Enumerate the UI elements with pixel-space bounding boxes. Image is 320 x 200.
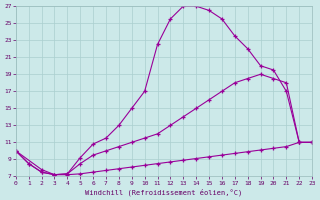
- X-axis label: Windchill (Refroidissement éolien,°C): Windchill (Refroidissement éolien,°C): [85, 188, 243, 196]
